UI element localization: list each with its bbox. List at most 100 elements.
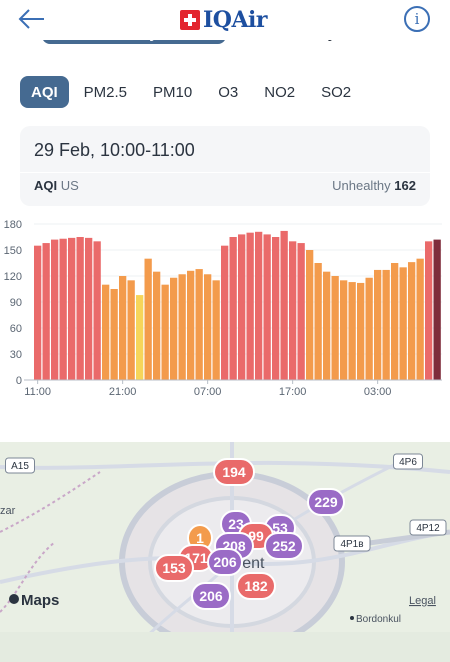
arrow-left-icon[interactable] (16, 6, 48, 32)
road-shield: A15 (5, 457, 35, 474)
y-tick-label: 90 (10, 297, 22, 309)
aqi-station-marker[interactable]: 182 (236, 572, 276, 600)
chart-bar[interactable] (221, 245, 229, 380)
pollutant-tab-o3[interactable]: O3 (218, 83, 239, 101)
aqi-station-marker[interactable]: 194 (213, 458, 255, 486)
aqi-station-marker[interactable]: 206 (207, 548, 243, 576)
chart-bar[interactable] (399, 267, 407, 380)
chart-bar[interactable] (340, 280, 348, 380)
pollutant-tab-pm10[interactable]: PM10 (153, 83, 193, 101)
chart-bar[interactable] (272, 237, 280, 380)
marker-value: 182 (244, 578, 268, 594)
chart-bar[interactable] (170, 277, 178, 380)
chart-bar[interactable] (425, 241, 433, 380)
chart-bar[interactable] (365, 277, 373, 380)
pollutant-tabs: AQI PM2.5 PM10 O3 NO2 SO2 (20, 76, 362, 108)
chart-bar[interactable] (280, 230, 288, 380)
chart-bar[interactable] (289, 241, 297, 380)
chart-bar[interactable] (212, 280, 220, 380)
chart-bar[interactable] (127, 280, 135, 380)
chart-bar[interactable] (238, 234, 246, 380)
legal-link[interactable]: Legal (409, 595, 436, 607)
chart-bar[interactable] (178, 274, 186, 380)
chart-bar[interactable] (255, 231, 263, 380)
chart-bar[interactable] (195, 269, 203, 380)
chart-bar[interactable] (357, 282, 365, 380)
chart-bar[interactable] (102, 284, 110, 380)
card-divider (20, 172, 430, 173)
pollutant-tab-so2[interactable]: SO2 (321, 83, 352, 101)
chart-bar[interactable] (331, 276, 339, 380)
chart-bar[interactable] (391, 263, 399, 380)
pollutant-tab-no2[interactable]: NO2 (264, 83, 296, 101)
x-tick-label: 03:00 (364, 386, 392, 398)
reading-card: 29 Feb, 10:00-11:00 AQI US Unhealthy 162 (20, 126, 430, 206)
chart-bar[interactable] (374, 269, 382, 380)
chart-bar[interactable] (68, 237, 76, 380)
chart-bar[interactable] (51, 239, 59, 380)
chart-bar[interactable] (144, 258, 152, 380)
y-tick-label: 150 (4, 245, 22, 257)
chart-bar[interactable] (59, 238, 67, 380)
chart-bar[interactable] (382, 269, 390, 380)
maps-label: Maps (21, 592, 59, 609)
swiss-flag-icon (180, 10, 200, 30)
pollutant-tab-aqi[interactable]: AQI (20, 76, 69, 108)
aqi-standard: AQI US (34, 178, 79, 193)
chart-bar[interactable] (297, 243, 305, 380)
aqi-bar-chart[interactable]: 0 30 60 90 120 150 180 11:00 21:00 07:00 17:00 03:0… (0, 212, 450, 402)
x-tick-label: 11:00 (24, 386, 51, 398)
x-tick-label: 17:00 (279, 386, 307, 398)
road-label: A15 (11, 461, 29, 472)
chart-bar[interactable] (314, 263, 322, 380)
road-label: 4P12 (416, 523, 440, 534)
y-tick-label: 30 (10, 349, 22, 361)
chart-bar[interactable] (76, 237, 84, 380)
chart-bar[interactable] (93, 241, 101, 380)
chart-bar[interactable] (306, 250, 314, 380)
pollutant-tab-pm25[interactable]: PM2.5 (83, 83, 128, 101)
map-view[interactable]: A15 4P6 4P12 4P1в zar Kent Bordonkul Maps Legal 1… (0, 442, 450, 662)
chart-bar[interactable] (246, 232, 254, 380)
info-icon[interactable]: i (404, 6, 430, 32)
chart-bar[interactable] (416, 258, 424, 380)
y-tick-label: 120 (4, 271, 22, 283)
place-label: Bordonkul (356, 614, 401, 625)
chart-bar[interactable] (110, 289, 118, 380)
marker-value: 153 (162, 560, 186, 576)
aqi-station-marker[interactable]: 206 (191, 582, 231, 610)
chart-bar[interactable] (348, 282, 356, 380)
marker-value: 252 (272, 538, 296, 554)
road-shield: 4P6 (393, 453, 423, 470)
chart-bar[interactable] (161, 284, 169, 380)
chart-bar[interactable] (85, 237, 93, 380)
aqi-station-marker[interactable]: 153 (154, 554, 194, 582)
brand-name: IQAir (203, 7, 267, 33)
place-label: zar (0, 505, 16, 517)
aqi-value: 162 (394, 178, 416, 193)
x-tick-label: 07:00 (194, 386, 222, 398)
place-dot (350, 616, 354, 620)
chart-bar[interactable] (187, 270, 195, 380)
marker-value: 1 (196, 530, 204, 546)
marker-value: 206 (213, 554, 237, 570)
road-shield: 4P1в (333, 535, 371, 552)
aqi-station-marker[interactable]: 252 (264, 532, 304, 560)
chart-bar[interactable] (34, 245, 42, 380)
chart-bar[interactable] (433, 239, 441, 380)
chart-bar[interactable] (263, 234, 271, 380)
aqi-station-marker[interactable]: 229 (307, 488, 345, 516)
y-tick-label: 60 (10, 323, 22, 335)
y-tick-label: 0 (16, 375, 22, 387)
aqi-status-text: Unhealthy (332, 178, 391, 193)
chart-bar[interactable] (204, 274, 212, 380)
chart-bar[interactable] (323, 271, 331, 380)
apple-logo-icon (9, 594, 19, 604)
chart-bar[interactable] (42, 243, 50, 380)
chart-bar[interactable] (119, 276, 127, 380)
chart-bar[interactable] (408, 262, 416, 380)
chart-bar[interactable] (136, 295, 144, 380)
chart-bar[interactable] (153, 271, 161, 380)
chart-bar[interactable] (229, 237, 237, 380)
